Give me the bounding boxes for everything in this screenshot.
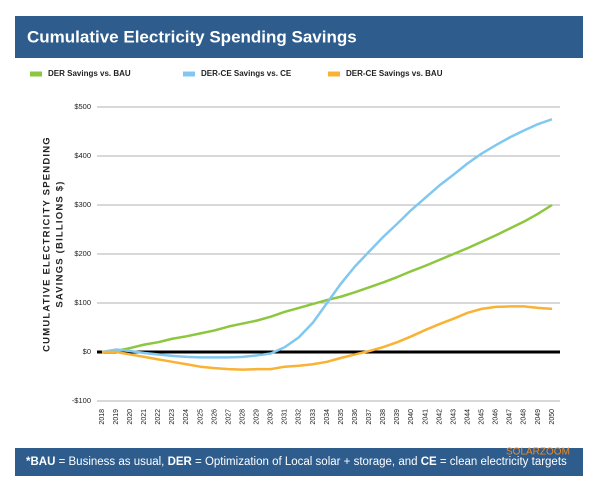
x-tick-label: 2025 [197,409,204,425]
x-tick-label: 2045 [479,409,486,425]
x-tick-label: 2030 [268,409,275,425]
y-axis-label: CUMULATIVE ELECTRICITY SPENDING [42,136,53,352]
footnote-bar [15,448,583,476]
y-tick-label: $100 [74,298,91,307]
legend-label: DER Savings vs. BAU [48,69,131,78]
x-tick-label: 2037 [366,409,373,425]
x-tick-label: 2047 [507,409,514,425]
x-tick-label: 2020 [127,409,134,425]
x-tick-label: 2024 [183,409,190,425]
footnote-part: *BAU [26,456,55,468]
y-tick-label: $500 [74,102,91,111]
x-tick-label: 2033 [310,409,317,425]
y-tick-label: $0 [83,347,91,356]
x-tick-label: 2040 [408,409,415,425]
x-tick-label: 2046 [493,409,500,425]
footnote-part: = Business as usual, [55,456,167,468]
title-bar [15,16,583,58]
y-tick-label: -$100 [72,396,91,405]
x-tick-label: 2041 [422,409,429,425]
x-tick-label: 2034 [324,409,331,425]
x-tick-label: 2019 [113,409,120,425]
x-tick-label: 2022 [155,409,162,425]
series-line [102,305,553,371]
footnote-part: = clean electricity targets [437,456,567,468]
chart-title: Cumulative Electricity Spending Savings [27,27,357,46]
watermark: SOLARZOOM [506,447,570,458]
footnote-part: DER [168,456,193,468]
x-tick-label: 2026 [211,409,218,425]
x-tick-label: 2050 [549,409,556,425]
x-tick-label: 2048 [521,409,528,425]
y-axis-label: SAVINGS (BILLIONS $) [55,180,66,307]
x-tick-label: 2032 [296,409,303,425]
x-tick-label: 2027 [225,409,232,425]
y-tick-label: $200 [74,249,91,258]
x-tick-label: 2035 [338,409,345,425]
x-tick-label: 2039 [394,409,401,425]
x-tick-label: 2038 [380,409,387,425]
x-tick-label: 2049 [535,409,542,425]
x-tick-label: 2018 [99,409,106,425]
x-tick-label: 2023 [169,409,176,425]
footnote-part: CE [421,456,437,468]
series-line [101,203,553,354]
y-tick-label: $400 [74,151,91,160]
x-tick-label: 2036 [352,409,359,425]
x-tick-label: 2029 [254,409,261,425]
x-tick-label: 2031 [282,409,289,425]
x-tick-label: 2043 [450,409,457,425]
x-tick-label: 2028 [239,409,246,425]
legend-label: DER-CE Savings vs. BAU [346,69,443,78]
series-line [101,118,553,359]
footnote: *BAU = Business as usual, DER = Optimiza… [26,456,567,468]
x-tick-label: 2042 [436,409,443,425]
x-tick-label: 2044 [464,409,471,425]
footnote-part: = Optimization of Local solar + storage,… [192,456,421,468]
y-tick-label: $300 [74,200,91,209]
legend-label: DER-CE Savings vs. CE [201,69,292,78]
x-tick-label: 2021 [141,409,148,425]
